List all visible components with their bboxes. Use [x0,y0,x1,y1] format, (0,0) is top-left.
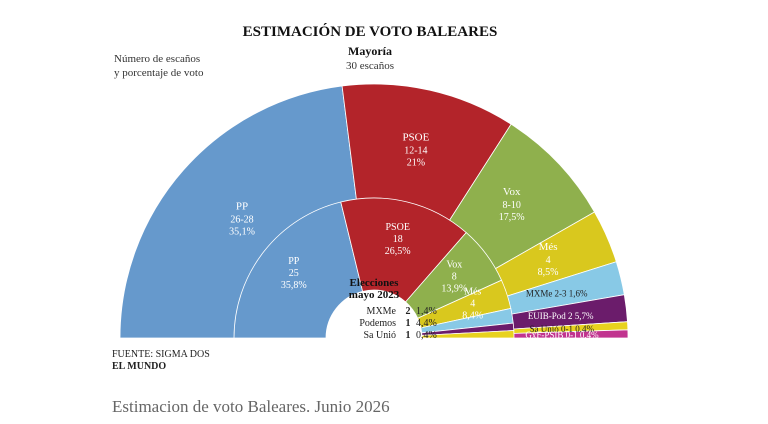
outer-label-pct-pp: 35,1% [229,227,255,238]
inner-legend-party-sa-uni: Sa Unió [364,330,397,341]
outer-label-party-vox: Vox [503,186,521,198]
inner-label-seats-psoe: 18 [393,234,403,245]
inner-legend-party-podemos: Podemos [359,318,396,329]
chart-subtitle: Número de escaños y porcentaje de voto [114,53,204,79]
footer: FUENTE: SIGMA DOS EL MUNDO [112,349,210,372]
inner-legend-pct-podemos: 4,4% [416,318,437,329]
inner-label-pct-pp: 35,8% [281,280,307,291]
inner-label-pct-m-s: 8,4% [462,310,483,321]
outer-label-seats-pp: 26-28 [230,215,253,226]
inner-segment-sa-uni [421,330,515,339]
outer-label-pct-vox: 17,5% [499,212,525,223]
inner-ring [233,197,515,339]
source-label: FUENTE: SIGMA DOS [112,349,210,360]
inner-legend-pct-sa-uni: 0,4% [416,330,437,341]
inner-center-line-2: mayo 2023 [349,289,400,301]
majority-seats: 30 escaños [346,60,394,72]
outer-label-seats-vox: 8-10 [503,200,521,211]
inner-center-label: Elecciones mayo 2023 [349,277,400,301]
outer-label-pct-psoe: 21% [407,158,425,169]
outer-label-gxf-psib: GxF-PSIB 0-1 0,4% [525,330,599,340]
outer-label-euib-pod: EUIB-Pod 2 5,7% [528,311,594,321]
inner-label-seats-vox: 8 [452,271,457,282]
inner-legend-party-mxme: MXMe [367,306,397,317]
outer-label-seats-psoe: 12-14 [404,146,427,157]
inner-label-seats-m-s: 4 [470,298,475,309]
inner-center-line-1: Elecciones [350,277,400,289]
inner-label-pct-psoe: 26,5% [385,246,411,257]
caption: Estimacion de voto Baleares. Junio 2026 [112,397,390,416]
brand-label: EL MUNDO [112,361,166,372]
inner-legend-pct-mxme: 1,4% [416,306,437,317]
inner-label-party-psoe: PSOE [385,222,409,233]
outer-label-party-pp: PP [236,201,248,213]
inner-legend-seats-sa-uni: 1 [406,330,411,341]
chart-title: ESTIMACIÓN DE VOTO BALEARES [243,23,498,40]
outer-label-pct-m-s: 8,5% [538,267,559,278]
inner-legend-seats-mxme: 2 [406,306,411,317]
outer-label-party-m-s: Més [539,241,558,253]
subtitle-line-1: Número de escaños [114,53,200,65]
majority-label: Mayoría 30 escaños [346,44,394,72]
outer-label-party-psoe: PSOE [402,132,429,144]
outer-labels: PP26-2835,1%PSOE12-1421%Vox8-1017,5%Més4… [229,132,599,340]
inner-segment-psoe [340,197,467,303]
parliament-chart: ESTIMACIÓN DE VOTO BALEARES Número de es… [112,23,629,372]
subtitle-line-2: y porcentaje de voto [114,67,204,79]
inner-label-pct-vox: 13,9% [441,283,467,294]
outer-label-sa-uni: Sa Unió 0-1 0,4% [530,324,595,334]
inner-segment-pp [233,201,364,339]
inner-label-party-vox: Vox [446,259,462,270]
inner-legend-seats-podemos: 1 [406,318,411,329]
inner-label-seats-pp: 25 [289,268,299,279]
outer-label-seats-m-s: 4 [546,255,551,266]
outer-label-mxme: MXMe 2-3 1,6% [526,289,588,299]
inner-legend: MXMe 2 1,4% Podemos 1 4,4% Sa Unió 1 0,4% [359,306,437,341]
inner-label-party-m-s: Més [464,286,481,297]
majority-title: Mayoría [348,44,392,58]
inner-label-party-pp: PP [288,256,300,267]
